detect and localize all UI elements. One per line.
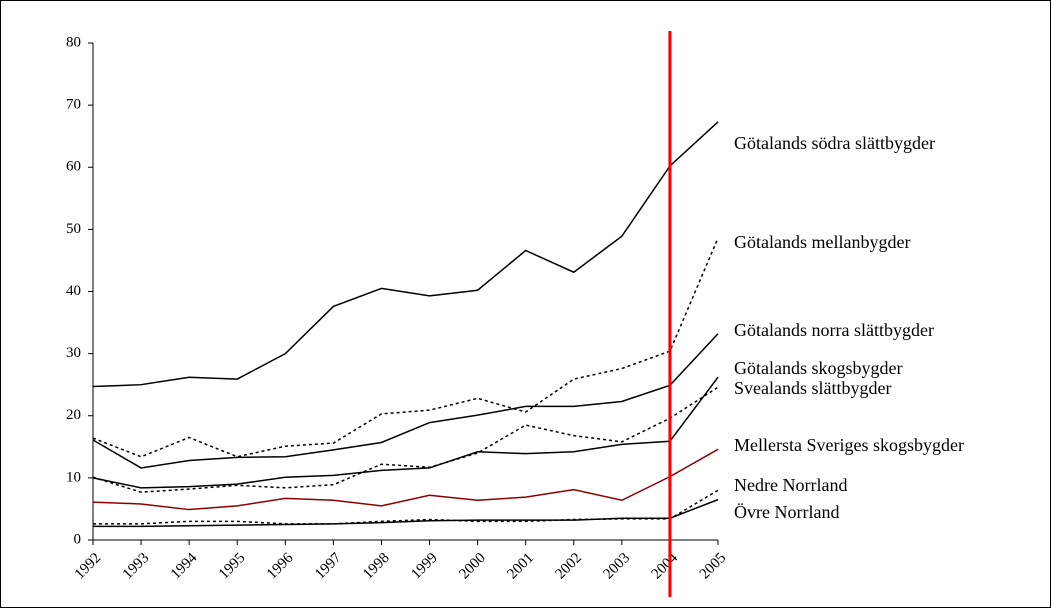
x-tick-label: 2001 bbox=[504, 550, 537, 583]
x-tick-label: 1999 bbox=[408, 550, 441, 583]
series-label: Götalands södra slättbygder bbox=[734, 133, 935, 153]
series-line bbox=[93, 489, 719, 525]
series-label: Mellersta Sveriges skogsbygder bbox=[734, 435, 964, 455]
series-line bbox=[92, 448, 719, 511]
y-tick-label: 30 bbox=[66, 345, 81, 361]
x-tick-label: 2005 bbox=[697, 550, 730, 583]
series-line bbox=[92, 121, 719, 388]
x-tick-label: 2000 bbox=[456, 550, 489, 583]
y-tick-label: 10 bbox=[66, 469, 81, 485]
series-line bbox=[92, 333, 719, 469]
series-label: Övre Norrland bbox=[734, 502, 839, 522]
series-line bbox=[92, 237, 719, 458]
series-line bbox=[92, 376, 719, 489]
series-label: Svealands slättbygder bbox=[734, 378, 891, 398]
x-tick-label: 1996 bbox=[264, 550, 297, 583]
series-line bbox=[93, 498, 719, 528]
x-tick-label: 2003 bbox=[601, 550, 634, 583]
series-label: Nedre Norrland bbox=[734, 475, 847, 495]
y-tick-label: 40 bbox=[66, 283, 81, 299]
series-line bbox=[92, 386, 719, 493]
series-label: Götalands skogsbygder bbox=[734, 358, 902, 378]
y-tick-label: 50 bbox=[66, 221, 81, 237]
y-tick-label: 60 bbox=[66, 159, 81, 175]
y-tick-label: 20 bbox=[66, 407, 81, 423]
x-tick-label: 1994 bbox=[168, 550, 201, 583]
y-tick-label: 0 bbox=[74, 531, 82, 547]
x-tick-label: 1993 bbox=[120, 550, 153, 583]
series-label: Götalands mellanbygder bbox=[734, 232, 910, 252]
x-tick-label: 2004 bbox=[649, 550, 682, 583]
x-tick-label: 1992 bbox=[72, 550, 105, 583]
y-tick-label: 80 bbox=[66, 34, 81, 50]
x-tick-label: 1995 bbox=[216, 550, 249, 583]
y-tick-label: 70 bbox=[66, 97, 81, 113]
x-tick-label: 1997 bbox=[312, 550, 345, 583]
x-tick-label: 1998 bbox=[360, 550, 393, 583]
series-label: Götalands norra slättbygder bbox=[734, 320, 934, 340]
x-tick-label: 2002 bbox=[553, 550, 586, 583]
